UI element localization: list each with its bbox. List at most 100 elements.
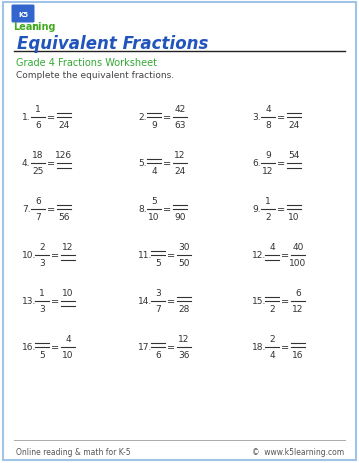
Text: =: = <box>51 296 59 307</box>
Text: 36: 36 <box>178 351 190 360</box>
Text: 12: 12 <box>174 151 186 160</box>
Text: =: = <box>281 250 289 260</box>
Text: ©  www.k5learning.com: © www.k5learning.com <box>252 448 344 457</box>
Text: 4: 4 <box>265 105 271 114</box>
Text: =: = <box>281 342 289 352</box>
Text: 2: 2 <box>269 305 275 314</box>
Text: 25: 25 <box>32 167 44 176</box>
Text: 16.: 16. <box>22 343 36 352</box>
Text: Equivalent Fractions: Equivalent Fractions <box>17 35 208 53</box>
Text: 24: 24 <box>174 167 186 176</box>
Text: 6: 6 <box>155 351 161 360</box>
FancyBboxPatch shape <box>3 3 356 460</box>
Text: 2: 2 <box>39 243 45 252</box>
Text: 10: 10 <box>62 351 74 360</box>
Text: Complete the equivalent fractions.: Complete the equivalent fractions. <box>16 71 174 80</box>
Text: =: = <box>163 205 171 214</box>
Text: =: = <box>163 113 171 123</box>
Text: 28: 28 <box>178 305 190 314</box>
Text: =: = <box>281 296 289 307</box>
Text: Online reading & math for K-5: Online reading & math for K-5 <box>16 448 131 457</box>
Text: 7: 7 <box>35 213 41 222</box>
Text: 5: 5 <box>155 259 161 268</box>
Text: 14.: 14. <box>138 297 152 306</box>
Text: 50: 50 <box>178 259 190 268</box>
Text: =: = <box>51 250 59 260</box>
Text: 40: 40 <box>292 243 304 252</box>
Text: =: = <box>277 159 285 169</box>
Text: 17.: 17. <box>138 343 152 352</box>
Text: 9: 9 <box>151 121 157 130</box>
Text: 4.: 4. <box>22 159 31 168</box>
Text: 8: 8 <box>265 121 271 130</box>
Text: 3.: 3. <box>252 113 261 122</box>
Text: 1: 1 <box>35 105 41 114</box>
Text: 9: 9 <box>265 151 271 160</box>
Text: 1.: 1. <box>22 113 31 122</box>
Text: 7.: 7. <box>22 205 31 214</box>
Text: 2.: 2. <box>138 113 146 122</box>
Text: 3: 3 <box>39 305 45 314</box>
Text: 1: 1 <box>39 289 45 298</box>
Text: 5: 5 <box>39 351 45 360</box>
Text: 8.: 8. <box>138 205 146 214</box>
Text: =: = <box>277 113 285 123</box>
Text: =: = <box>47 159 55 169</box>
Text: =: = <box>47 113 55 123</box>
Text: 3: 3 <box>155 289 161 298</box>
Text: 24: 24 <box>288 121 300 130</box>
Text: 4: 4 <box>269 243 275 252</box>
Text: 15.: 15. <box>252 297 266 306</box>
Text: 90: 90 <box>174 213 186 222</box>
Text: 18: 18 <box>32 151 44 160</box>
Text: 6: 6 <box>35 197 41 206</box>
Text: 100: 100 <box>289 259 307 268</box>
Text: =: = <box>163 159 171 169</box>
Text: 1: 1 <box>265 197 271 206</box>
Text: =: = <box>277 205 285 214</box>
Text: =: = <box>47 205 55 214</box>
Text: 54: 54 <box>288 151 300 160</box>
Text: 126: 126 <box>55 151 73 160</box>
Text: 4: 4 <box>269 351 275 360</box>
Text: 30: 30 <box>178 243 190 252</box>
Text: 10: 10 <box>148 213 160 222</box>
Text: 4: 4 <box>151 167 157 176</box>
Text: 13.: 13. <box>22 297 36 306</box>
Text: 56: 56 <box>58 213 70 222</box>
Text: 10.: 10. <box>22 251 36 260</box>
Text: =: = <box>167 296 175 307</box>
Text: 3: 3 <box>39 259 45 268</box>
Text: 12: 12 <box>62 243 74 252</box>
Text: Grade 4 Fractions Worksheet: Grade 4 Fractions Worksheet <box>16 58 157 68</box>
FancyBboxPatch shape <box>11 6 34 24</box>
Text: Lear: Lear <box>13 22 37 32</box>
Text: 5: 5 <box>151 197 157 206</box>
Text: 2: 2 <box>265 213 271 222</box>
Text: =: = <box>51 342 59 352</box>
Text: 16: 16 <box>292 351 304 360</box>
Text: =: = <box>167 342 175 352</box>
Text: 6: 6 <box>35 121 41 130</box>
Text: 9.: 9. <box>252 205 261 214</box>
Text: 18.: 18. <box>252 343 266 352</box>
Text: 10: 10 <box>62 289 74 298</box>
Text: 63: 63 <box>174 121 186 130</box>
Text: 12: 12 <box>262 167 274 176</box>
Text: 5.: 5. <box>138 159 146 168</box>
Text: ning: ning <box>31 22 56 32</box>
Text: 2: 2 <box>269 335 275 344</box>
Text: 42: 42 <box>174 105 186 114</box>
Text: 24: 24 <box>59 121 70 130</box>
Text: =: = <box>167 250 175 260</box>
Text: K5: K5 <box>18 12 28 18</box>
Text: 11.: 11. <box>138 251 152 260</box>
Text: 4: 4 <box>65 335 71 344</box>
Text: 6.: 6. <box>252 159 261 168</box>
Text: 12.: 12. <box>252 251 266 260</box>
Text: 12: 12 <box>178 335 190 344</box>
Text: 12: 12 <box>292 305 304 314</box>
Text: 10: 10 <box>288 213 300 222</box>
Text: 6: 6 <box>295 289 301 298</box>
Text: 7: 7 <box>155 305 161 314</box>
